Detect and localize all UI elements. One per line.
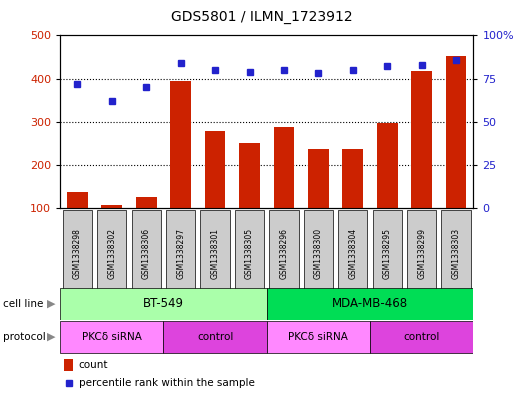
Text: GSM1338298: GSM1338298 — [73, 228, 82, 279]
FancyBboxPatch shape — [166, 210, 195, 297]
Text: MDA-MB-468: MDA-MB-468 — [332, 297, 408, 310]
FancyBboxPatch shape — [132, 210, 161, 297]
Text: GSM1338295: GSM1338295 — [383, 228, 392, 279]
Bar — [170, 81, 191, 208]
Bar — [64, 359, 73, 371]
Text: protocol: protocol — [3, 332, 46, 342]
Bar — [308, 149, 329, 208]
FancyBboxPatch shape — [60, 288, 267, 320]
Text: BT-549: BT-549 — [143, 297, 184, 310]
Bar — [136, 197, 156, 208]
Text: GSM1338303: GSM1338303 — [451, 228, 461, 279]
FancyBboxPatch shape — [267, 288, 473, 320]
Text: percentile rank within the sample: percentile rank within the sample — [79, 378, 255, 388]
Bar — [446, 56, 467, 208]
Bar — [239, 143, 260, 208]
FancyBboxPatch shape — [60, 321, 163, 353]
Text: GSM1338302: GSM1338302 — [107, 228, 116, 279]
Bar — [343, 149, 363, 208]
Text: GSM1338296: GSM1338296 — [279, 228, 289, 279]
FancyBboxPatch shape — [163, 321, 267, 353]
Text: cell line: cell line — [3, 299, 43, 309]
FancyBboxPatch shape — [269, 210, 299, 297]
FancyBboxPatch shape — [304, 210, 333, 297]
FancyBboxPatch shape — [441, 210, 471, 297]
Text: GSM1338299: GSM1338299 — [417, 228, 426, 279]
FancyBboxPatch shape — [235, 210, 264, 297]
Text: ▶: ▶ — [47, 299, 55, 309]
Text: GSM1338305: GSM1338305 — [245, 228, 254, 279]
Text: control: control — [197, 332, 233, 342]
Bar — [205, 131, 225, 208]
FancyBboxPatch shape — [407, 210, 436, 297]
Text: GSM1338306: GSM1338306 — [142, 228, 151, 279]
Text: GDS5801 / ILMN_1723912: GDS5801 / ILMN_1723912 — [170, 10, 353, 24]
FancyBboxPatch shape — [338, 210, 368, 297]
Text: control: control — [403, 332, 440, 342]
Text: ▶: ▶ — [47, 332, 55, 342]
Text: PKCδ siRNA: PKCδ siRNA — [82, 332, 142, 342]
Text: PKCδ siRNA: PKCδ siRNA — [289, 332, 348, 342]
Text: GSM1338300: GSM1338300 — [314, 228, 323, 279]
Text: GSM1338301: GSM1338301 — [211, 228, 220, 279]
FancyBboxPatch shape — [200, 210, 230, 297]
FancyBboxPatch shape — [97, 210, 127, 297]
Text: count: count — [79, 360, 108, 370]
FancyBboxPatch shape — [267, 321, 370, 353]
Bar — [67, 192, 88, 208]
FancyBboxPatch shape — [63, 210, 92, 297]
FancyBboxPatch shape — [372, 210, 402, 297]
Bar — [274, 127, 294, 208]
Text: GSM1338297: GSM1338297 — [176, 228, 185, 279]
Bar — [101, 205, 122, 208]
Bar — [411, 71, 432, 208]
FancyBboxPatch shape — [370, 321, 473, 353]
Text: GSM1338304: GSM1338304 — [348, 228, 357, 279]
Bar — [377, 123, 397, 208]
